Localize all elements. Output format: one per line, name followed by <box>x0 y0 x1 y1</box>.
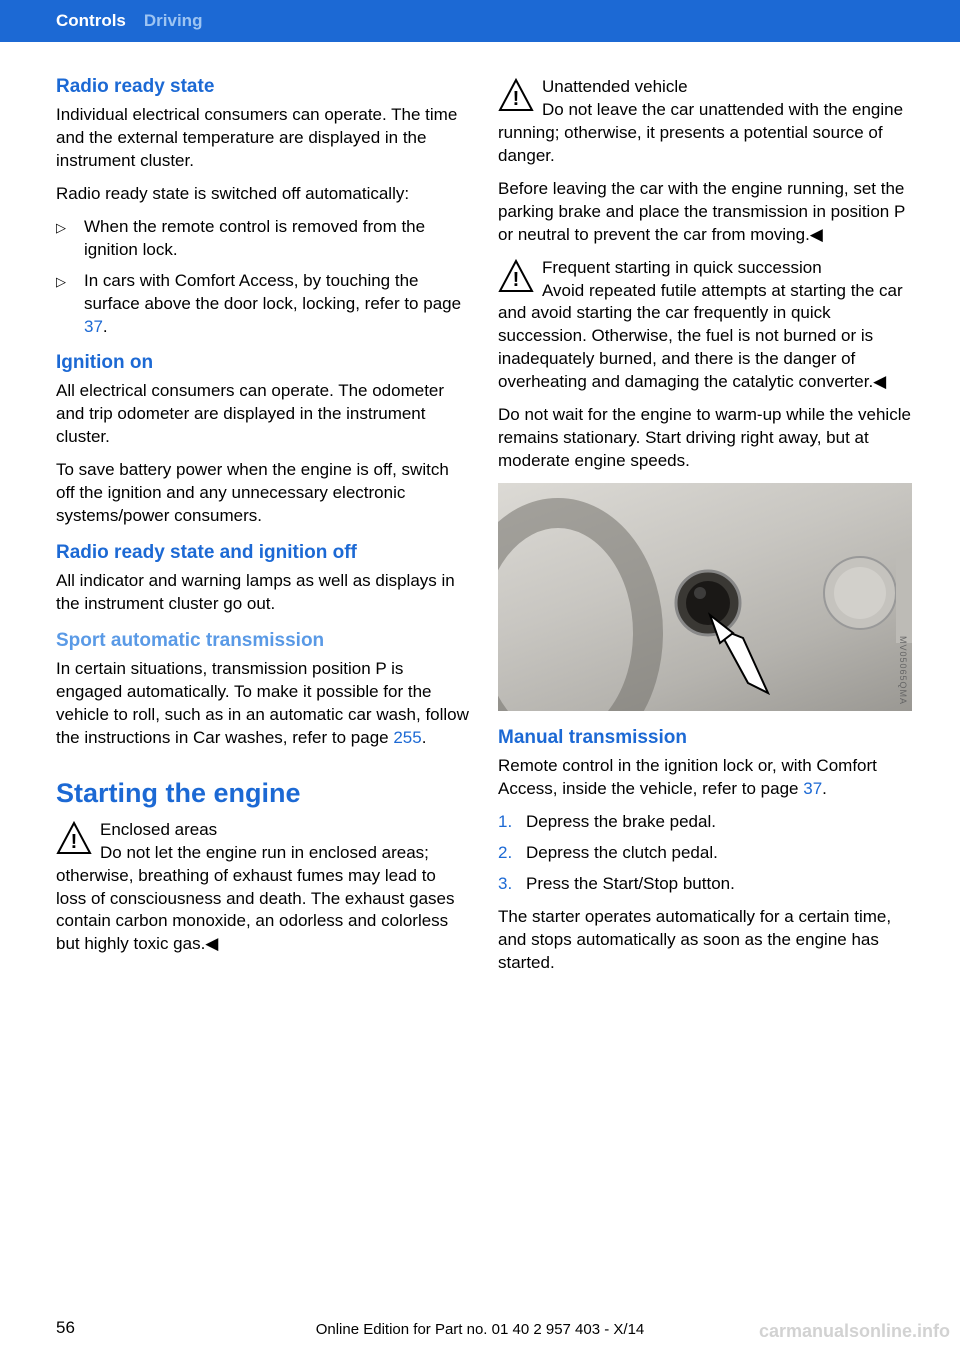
step-number: 2. <box>498 842 526 865</box>
header-tab-controls: Controls <box>56 11 126 31</box>
left-column: Radio ready state Individual electrical … <box>56 76 470 989</box>
bullet-icon: ▷ <box>56 216 84 262</box>
para: Radio ready state is switched off automa… <box>56 183 470 206</box>
heading-radio-ready: Radio ready state <box>56 76 470 98</box>
warning-unattended: ! Unattended vehicle Do not leave the ca… <box>498 76 912 168</box>
warning-text: Unattended vehicle Do not leave the car … <box>498 76 912 168</box>
section-starting-engine: Starting the engine ! Enclosed areas Do … <box>56 778 470 957</box>
page-number: 56 <box>56 1318 75 1337</box>
para: Before leaving the car with the engine r… <box>498 178 912 247</box>
list-text: In cars with Comfort Access, by touching… <box>84 270 470 339</box>
watermark: carmanualsonline.info <box>759 1321 950 1342</box>
list-item: 1. Depress the brake pedal. <box>498 811 912 834</box>
step-text: Depress the clutch pedal. <box>526 842 718 865</box>
para: All indicator and warning lamps as well … <box>56 570 470 616</box>
list-item: 2. Depress the clutch pedal. <box>498 842 912 865</box>
bullet-list: ▷ When the remote control is removed fro… <box>56 216 470 339</box>
warning-frequent-start: ! Frequent starting in quick succession … <box>498 257 912 395</box>
para: Do not wait for the engine to warm-up wh… <box>498 404 912 473</box>
heading-starting-engine: Starting the engine <box>56 778 470 809</box>
page-link[interactable]: 37 <box>84 317 103 336</box>
step-text: Press the Start/Stop button. <box>526 873 735 896</box>
list-item: ▷ When the remote control is removed fro… <box>56 216 470 262</box>
section-radio-ignition-off: Radio ready state and ignition off All i… <box>56 542 470 616</box>
warning-icon: ! <box>498 259 534 295</box>
warning-text: Enclosed areas Do not let the engine run… <box>56 819 470 957</box>
warning-enclosed-areas: ! Enclosed areas Do not let the engine r… <box>56 819 470 957</box>
page-header: Controls Driving <box>0 0 960 42</box>
numbered-list: 1. Depress the brake pedal. 2. Depress t… <box>498 811 912 896</box>
section-sport-auto: Sport automatic transmission In certain … <box>56 630 470 750</box>
list-item: 3. Press the Start/Stop button. <box>498 873 912 896</box>
list-text: When the remote control is removed from … <box>84 216 470 262</box>
para: All electrical consumers can operate. Th… <box>56 380 470 449</box>
page-link[interactable]: 255 <box>393 728 421 747</box>
right-column: ! Unattended vehicle Do not leave the ca… <box>498 76 912 989</box>
para: To save battery power when the engine is… <box>56 459 470 528</box>
para: In certain situations, transmission posi… <box>56 658 470 750</box>
warning-text: Frequent starting in quick succession Av… <box>498 257 912 395</box>
svg-text:!: ! <box>513 88 520 110</box>
content-area: Radio ready state Individual electrical … <box>0 42 960 989</box>
warning-icon: ! <box>498 78 534 114</box>
para: The starter operates automatically for a… <box>498 906 912 975</box>
footer-edition: Online Edition for Part no. 01 40 2 957 … <box>316 1321 645 1338</box>
para: Remote control in the ignition lock or, … <box>498 755 912 801</box>
svg-text:!: ! <box>513 269 520 291</box>
heading-manual-transmission: Manual transmission <box>498 727 912 749</box>
section-manual-transmission: Manual transmission Remote control in th… <box>498 727 912 975</box>
heading-sport-auto: Sport automatic transmission <box>56 630 470 652</box>
heading-radio-ignition-off: Radio ready state and ignition off <box>56 542 470 564</box>
bullet-icon: ▷ <box>56 270 84 339</box>
page-link[interactable]: 37 <box>803 779 822 798</box>
section-ignition-on: Ignition on All electrical consumers can… <box>56 352 470 528</box>
step-text: Depress the brake pedal. <box>526 811 716 834</box>
list-item: ▷ In cars with Comfort Access, by touchi… <box>56 270 470 339</box>
image-code: MV05065QMA <box>898 636 908 705</box>
para: Individual electrical consumers can oper… <box>56 104 470 173</box>
heading-ignition-on: Ignition on <box>56 352 470 374</box>
header-tab-driving: Driving <box>144 11 203 31</box>
svg-text:!: ! <box>71 831 78 853</box>
step-number: 3. <box>498 873 526 896</box>
dashboard-illustration: MV05065QMA <box>498 483 912 711</box>
step-number: 1. <box>498 811 526 834</box>
warning-icon: ! <box>56 821 92 857</box>
section-radio-ready: Radio ready state Individual electrical … <box>56 76 470 338</box>
